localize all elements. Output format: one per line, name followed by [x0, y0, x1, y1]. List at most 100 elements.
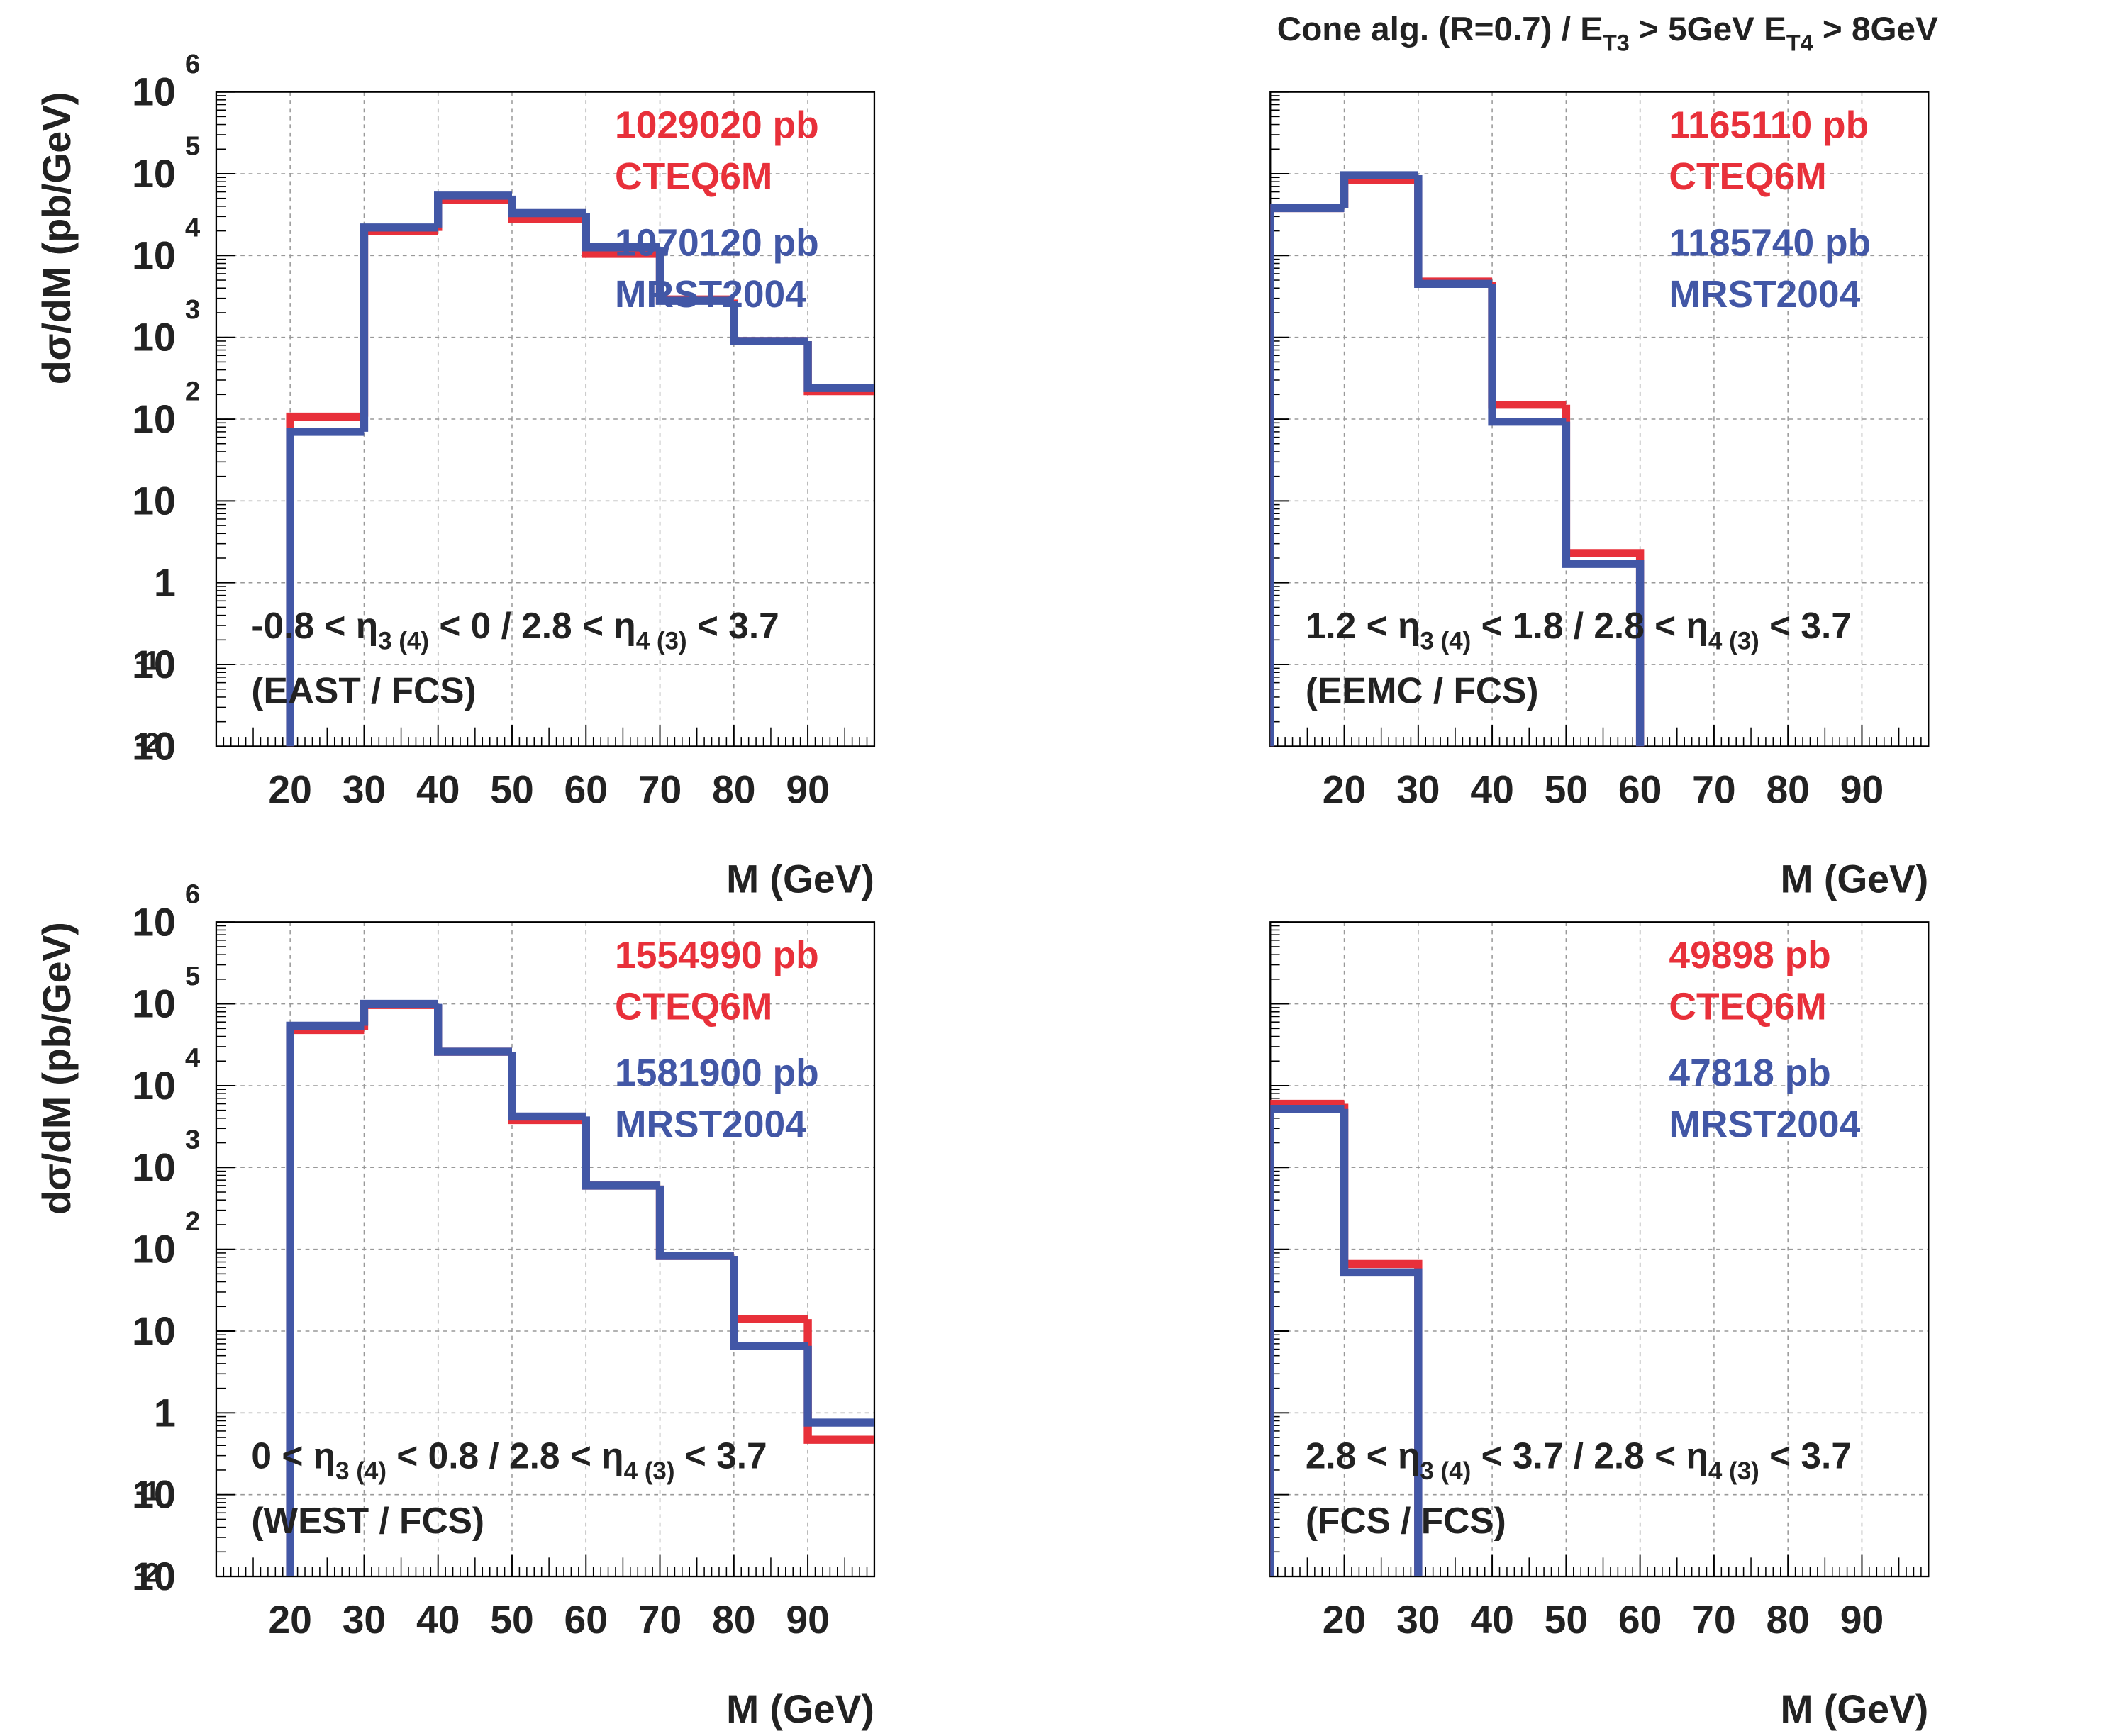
- y-tick-label: 10: [132, 479, 175, 523]
- histograms: [1270, 171, 1645, 747]
- x-tick-label: 70: [638, 1598, 682, 1642]
- subscript: 3 (4): [1420, 627, 1471, 655]
- histograms: [1270, 1099, 1423, 1577]
- text-segment: -0.8 < η: [251, 605, 378, 646]
- legend-total: 1029020 pb: [615, 104, 819, 146]
- y-axis-label: dσ/dM (pb/GeV): [35, 922, 79, 1214]
- y-tick-exponent: -1: [135, 646, 160, 677]
- histogram-bin: [360, 999, 438, 1026]
- text-segment: < 1.8 / 2.8 < η: [1471, 605, 1708, 646]
- y-tick-exponent: 4: [185, 1042, 200, 1073]
- y-tick-label: 10: [132, 1228, 175, 1272]
- y-tick-label: 10: [132, 900, 175, 944]
- y-tick-exponent: 2: [185, 376, 200, 406]
- y-tick-label: 10: [132, 1473, 175, 1517]
- y-tick-label: 10: [132, 152, 175, 196]
- x-tick-label: 80: [712, 1598, 755, 1642]
- region-label: (EAST / FCS): [251, 669, 476, 711]
- histogram-bin: [803, 340, 874, 392]
- y-tick-exponent: -2: [135, 728, 160, 758]
- x-axis-label: M (GeV): [1781, 1687, 1929, 1731]
- y-tick-exponent: 2: [185, 1206, 200, 1237]
- y-tick-label: 10: [132, 1554, 175, 1598]
- text-segment: < 3.7 / 2.8 < η: [1471, 1435, 1708, 1476]
- y-tick-label: 10: [132, 1228, 175, 1272]
- y-tick-label: 10: [132, 1309, 175, 1353]
- histogram-bin: [1488, 282, 1567, 409]
- subscript: 4 (3): [624, 1457, 675, 1485]
- region-label: (WEST / FCS): [251, 1500, 484, 1541]
- histogram-bin: [508, 195, 586, 218]
- text-segment: < 0 / 2.8 < η: [429, 605, 636, 646]
- histogram-bin: [508, 1052, 586, 1121]
- x-tick-label: 70: [1692, 1598, 1735, 1642]
- y-tick-exponent: 4: [185, 213, 200, 243]
- y-tick-exponent: 2: [185, 1206, 200, 1237]
- y-tick-exponent: -1: [135, 1476, 160, 1506]
- y-tick-label: 10: [132, 1309, 175, 1353]
- y-tick-label: 1: [154, 1391, 176, 1435]
- y-tick-label: 10: [132, 152, 175, 196]
- histogram-bin: [1270, 1099, 1345, 1577]
- figure-title: Cone alg. (R=0.7) / ET3 > 5GeV ET4 > 8Ge…: [1277, 11, 1938, 55]
- y-tick-exponent: -1: [135, 1476, 160, 1506]
- y-tick-exponent: -2: [135, 1558, 160, 1588]
- histogram-bin: [730, 1255, 808, 1350]
- y-tick-exponent: 5: [185, 961, 200, 991]
- histogram-bin: [1340, 176, 1418, 208]
- histogram-bin: [434, 196, 512, 231]
- y-tick-label: 10: [132, 1554, 175, 1598]
- subscript: 4 (3): [1708, 627, 1759, 655]
- histogram-bin: [434, 1003, 512, 1056]
- y-tick-exponent: 3: [185, 294, 200, 325]
- y-tick-exponent: 6: [185, 879, 200, 910]
- legend-label: MRST2004: [1669, 1103, 1860, 1145]
- legend-total: 1185740 pb: [1669, 222, 1871, 264]
- x-tick-label: 50: [1545, 1598, 1588, 1642]
- y-tick-label: 10: [132, 724, 175, 768]
- histogram-bin: [582, 1116, 660, 1190]
- x-tick-label: 80: [1766, 767, 1809, 811]
- x-tick-label: 40: [1470, 767, 1513, 811]
- legend-label: MRST2004: [1669, 274, 1860, 316]
- x-axis-label: M (GeV): [726, 1687, 874, 1731]
- y-tick-label: 1: [154, 561, 176, 605]
- legend-total: 1165110 pb: [1669, 104, 1869, 146]
- y-tick-label: 10: [132, 724, 175, 768]
- y-tick-exponent: -2: [135, 1558, 160, 1588]
- y-tick-label: 10: [132, 316, 175, 360]
- annotation: -0.8 < η3 (4) < 0 / 2.8 < η4 (3) < 3.7: [251, 605, 779, 655]
- y-tick-label: 1: [154, 1391, 176, 1435]
- x-tick-label: 90: [786, 1598, 829, 1642]
- histogram-bin: [803, 1345, 874, 1427]
- histogram-bin: [1340, 171, 1418, 208]
- histogram-bin: [730, 1255, 808, 1323]
- text-segment: < 0.8 / 2.8 < η: [386, 1435, 624, 1476]
- x-tick-label: 20: [1323, 767, 1366, 811]
- text-segment: < 3.7: [687, 605, 779, 646]
- y-tick-label: 10: [132, 233, 175, 277]
- y-tick-exponent: 4: [185, 213, 200, 243]
- y-axis-label: dσ/dM (pb/GeV): [35, 92, 79, 384]
- text-segment: 2.8 < η: [1306, 1435, 1420, 1476]
- subscript: T3: [1603, 30, 1630, 55]
- legend-total: 1554990 pb: [615, 935, 819, 976]
- subscript: T4: [1786, 30, 1813, 55]
- histogram-bin: [730, 301, 808, 345]
- text-segment: < 3.7: [1759, 1435, 1852, 1476]
- plot-frame: [215, 921, 876, 1578]
- x-axis-label: M (GeV): [726, 857, 874, 901]
- y-tick-label: 10: [132, 900, 175, 944]
- legend-total: 1070120 pb: [615, 222, 819, 264]
- histogram-bin: [1488, 284, 1567, 426]
- legend-label: CTEQ6M: [1669, 156, 1826, 198]
- histograms: [286, 191, 874, 747]
- y-tick-label: 10: [132, 1145, 175, 1189]
- histogram-bin: [1562, 421, 1645, 747]
- y-tick-label: 10: [132, 982, 175, 1026]
- histogram-bin: [1270, 204, 1345, 747]
- y-tick-exponent: 2: [185, 376, 200, 406]
- histogram-bin: [434, 191, 512, 228]
